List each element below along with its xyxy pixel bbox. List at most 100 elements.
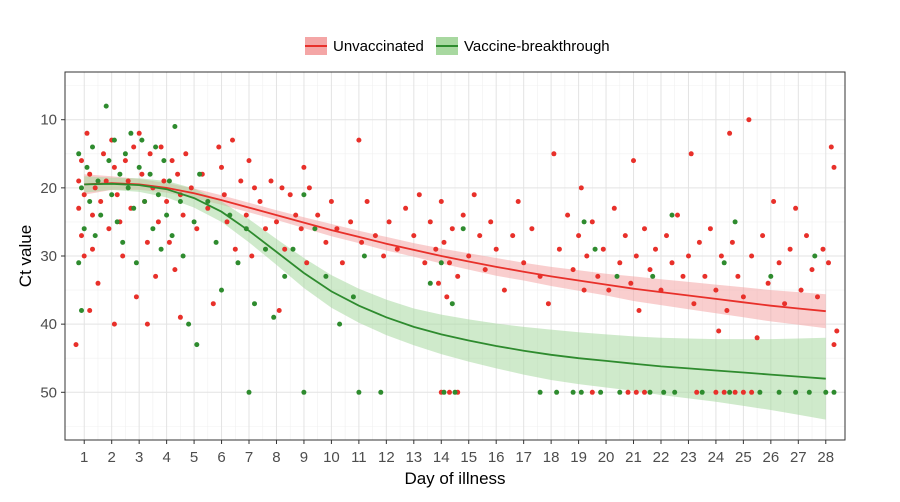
point-unvaccinated <box>820 246 826 252</box>
point-unvaccinated <box>606 287 612 293</box>
x-tick-label: 27 <box>790 449 807 466</box>
point-unvaccinated <box>696 239 702 245</box>
point-unvaccinated <box>216 144 222 150</box>
point-unvaccinated <box>386 219 392 225</box>
ribbon-vaccine-breakthrough <box>84 176 826 420</box>
point-unvaccinated <box>328 199 334 204</box>
point-vaccine-breakthrough <box>441 389 447 395</box>
point-unvaccinated <box>114 192 120 198</box>
point-unvaccinated <box>422 260 428 266</box>
point-unvaccinated <box>90 246 95 252</box>
point-unvaccinated <box>90 212 95 218</box>
point-unvaccinated <box>147 151 153 157</box>
point-vaccine-breakthrough <box>570 389 576 395</box>
point-unvaccinated <box>243 212 249 218</box>
point-unvaccinated <box>828 144 834 150</box>
point-unvaccinated <box>436 280 441 286</box>
point-unvaccinated <box>622 233 628 239</box>
point-unvaccinated <box>177 314 183 320</box>
point-unvaccinated <box>95 280 101 286</box>
point-vaccine-breakthrough <box>125 185 131 191</box>
point-unvaccinated <box>642 389 647 395</box>
point-vaccine-breakthrough <box>598 389 604 395</box>
point-vaccine-breakthrough <box>180 253 186 259</box>
point-vaccine-breakthrough <box>356 389 362 395</box>
point-vaccine-breakthrough <box>153 144 159 150</box>
point-unvaccinated <box>136 130 142 136</box>
point-unvaccinated <box>441 239 447 245</box>
point-unvaccinated <box>787 246 793 252</box>
point-unvaccinated <box>87 308 93 313</box>
point-unvaccinated <box>529 226 535 232</box>
point-unvaccinated <box>482 267 488 273</box>
point-unvaccinated <box>111 321 117 327</box>
point-unvaccinated <box>565 212 571 218</box>
point-unvaccinated <box>103 178 109 184</box>
point-unvaccinated <box>625 389 631 395</box>
point-vaccine-breakthrough <box>87 199 93 204</box>
point-vaccine-breakthrough <box>672 389 678 395</box>
point-unvaccinated <box>339 260 345 266</box>
point-vaccine-breakthrough <box>177 199 183 204</box>
y-axis: 10 20 30 40 50 <box>40 112 65 401</box>
point-unvaccinated <box>166 239 172 245</box>
point-unvaccinated <box>427 219 433 225</box>
point-vaccine-breakthrough <box>614 273 620 279</box>
point-vaccine-breakthrough <box>449 301 455 307</box>
point-vaccine-breakthrough <box>727 389 733 395</box>
point-unvaccinated <box>224 219 230 225</box>
point-unvaccinated <box>688 151 694 157</box>
point-unvaccinated <box>617 260 623 266</box>
point-unvaccinated <box>570 267 576 273</box>
point-unvaccinated <box>466 253 472 259</box>
point-unvaccinated <box>79 158 84 164</box>
point-vaccine-breakthrough <box>554 389 560 395</box>
point-unvaccinated <box>793 205 799 211</box>
point-vaccine-breakthrough <box>578 389 584 395</box>
point-unvaccinated <box>713 389 719 395</box>
x-tick-label: 12 <box>378 449 395 466</box>
point-unvaccinated <box>501 287 507 293</box>
point-vaccine-breakthrough <box>438 260 444 266</box>
point-vaccine-breakthrough <box>90 144 95 150</box>
point-unvaccinated <box>691 301 697 307</box>
point-unvaccinated <box>205 205 211 211</box>
point-vaccine-breakthrough <box>721 260 727 266</box>
point-vaccine-breakthrough <box>823 389 829 395</box>
point-unvaccinated <box>230 137 235 143</box>
x-tick-label: 21 <box>625 449 642 466</box>
x-axis: 1 2 3 4 5 6 7 8 9 10 11 12 13 14 15 16 17 18 19 20 21 22 23 24 2… <box>80 440 834 466</box>
x-tick-label: 17 <box>515 449 532 466</box>
fit-lines <box>84 182 826 380</box>
point-unvaccinated <box>79 233 84 239</box>
point-unvaccinated <box>92 185 98 191</box>
point-vaccine-breakthrough <box>282 273 288 279</box>
point-unvaccinated <box>232 246 238 252</box>
point-unvaccinated <box>356 137 362 143</box>
point-unvaccinated <box>372 233 378 239</box>
point-unvaccinated <box>831 164 837 170</box>
point-unvaccinated <box>735 273 741 279</box>
point-unvaccinated <box>447 260 452 266</box>
point-vaccine-breakthrough <box>337 321 343 327</box>
x-tick-label: 10 <box>323 449 340 466</box>
point-unvaccinated <box>653 246 658 252</box>
point-vaccine-breakthrough <box>109 192 115 198</box>
point-vaccine-breakthrough <box>378 389 384 395</box>
point-vaccine-breakthrough <box>235 260 241 266</box>
point-vaccine-breakthrough <box>136 164 142 170</box>
point-unvaccinated <box>746 117 752 123</box>
point-vaccine-breakthrough <box>732 219 738 225</box>
point-unvaccinated <box>460 212 466 218</box>
point-unvaccinated <box>815 294 820 300</box>
point-unvaccinated <box>740 294 746 300</box>
point-unvaccinated <box>276 308 282 313</box>
point-unvaccinated <box>169 158 175 164</box>
point-unvaccinated <box>246 158 252 164</box>
point-vaccine-breakthrough <box>122 151 128 157</box>
point-vaccine-breakthrough <box>699 389 705 395</box>
point-unvaccinated <box>647 267 653 273</box>
point-vaccine-breakthrough <box>246 389 252 395</box>
point-unvaccinated <box>282 246 288 252</box>
point-vaccine-breakthrough <box>169 233 175 239</box>
